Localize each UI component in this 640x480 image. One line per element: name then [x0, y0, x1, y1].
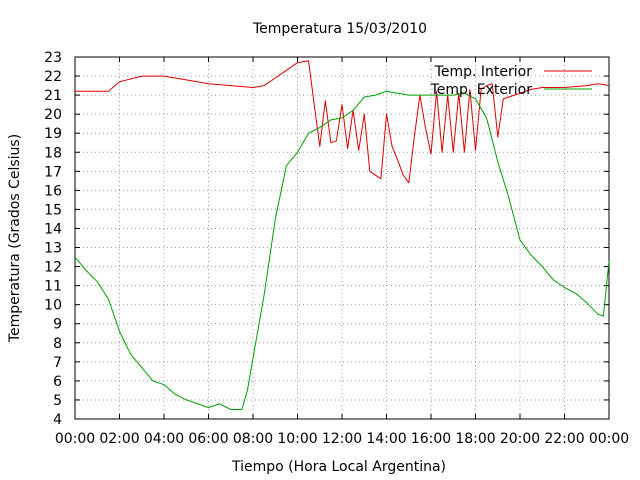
- y-tick-label: 18: [44, 145, 62, 161]
- y-tick-label: 5: [53, 393, 62, 409]
- grid: [75, 57, 609, 419]
- y-tick-label: 6: [53, 374, 62, 390]
- x-tick-label: 00:00: [55, 431, 95, 447]
- y-tick-label: 17: [44, 164, 62, 180]
- y-tick-label: 20: [44, 107, 62, 123]
- y-tick-label: 10: [44, 298, 62, 314]
- x-tick-label: 20:00: [500, 431, 540, 447]
- x-tick-label: 22:00: [544, 431, 584, 447]
- legend: Temp. Interior Temp. Exterior: [430, 64, 592, 98]
- y-tick-label: 16: [44, 183, 62, 199]
- x-tick-label: 04:00: [144, 431, 184, 447]
- legend-label-temp-interior: Temp. Interior: [434, 64, 533, 80]
- y-tick-label: 14: [44, 221, 62, 237]
- series-line-temp-interior: [75, 60, 610, 184]
- y-tick-label: 8: [53, 336, 62, 352]
- y-tick-label: 19: [44, 126, 62, 142]
- x-tick-label: 00:00: [589, 431, 629, 447]
- x-tick-label: 18:00: [455, 431, 495, 447]
- y-tick-label: 15: [44, 202, 62, 218]
- x-axis-tick-labels: 00:00 02:00 04:00 06:00 08:00 10:00 12:00 14:00…: [55, 431, 629, 447]
- x-axis-label: Tiempo (Hora Local Argentina): [231, 459, 446, 475]
- series-line-temp-exterior: [74, 90, 610, 410]
- y-tick-label: 11: [44, 279, 62, 295]
- y-tick-label: 4: [53, 412, 62, 428]
- x-tick-label: 02:00: [99, 431, 139, 447]
- x-tick-label: 14:00: [366, 431, 406, 447]
- x-tick-label: 16:00: [411, 431, 451, 447]
- y-axis-label: Temperatura (Grados Celsius): [7, 134, 23, 343]
- chart-title: Temperatura 15/03/2010: [252, 21, 427, 37]
- legend-label-temp-exterior: Temp. Exterior: [430, 82, 533, 98]
- y-tick-label: 7: [53, 355, 62, 371]
- series-lines: [74, 60, 610, 410]
- y-axis-tick-labels: 4 5 6 7 8 9 10 11 12 13 14 15 16 17 18 19 20 21 22 23: [44, 50, 62, 428]
- x-tick-label: 06:00: [188, 431, 228, 447]
- y-tick-label: 13: [44, 241, 62, 257]
- x-tick-label: 08:00: [233, 431, 273, 447]
- y-tick-label: 9: [53, 317, 62, 333]
- y-tick-label: 22: [44, 69, 62, 85]
- x-tick-label: 10:00: [277, 431, 317, 447]
- y-tick-label: 12: [44, 260, 62, 276]
- x-tick-label: 12:00: [322, 431, 362, 447]
- y-tick-label: 21: [44, 88, 62, 104]
- y-tick-label: 23: [44, 50, 62, 66]
